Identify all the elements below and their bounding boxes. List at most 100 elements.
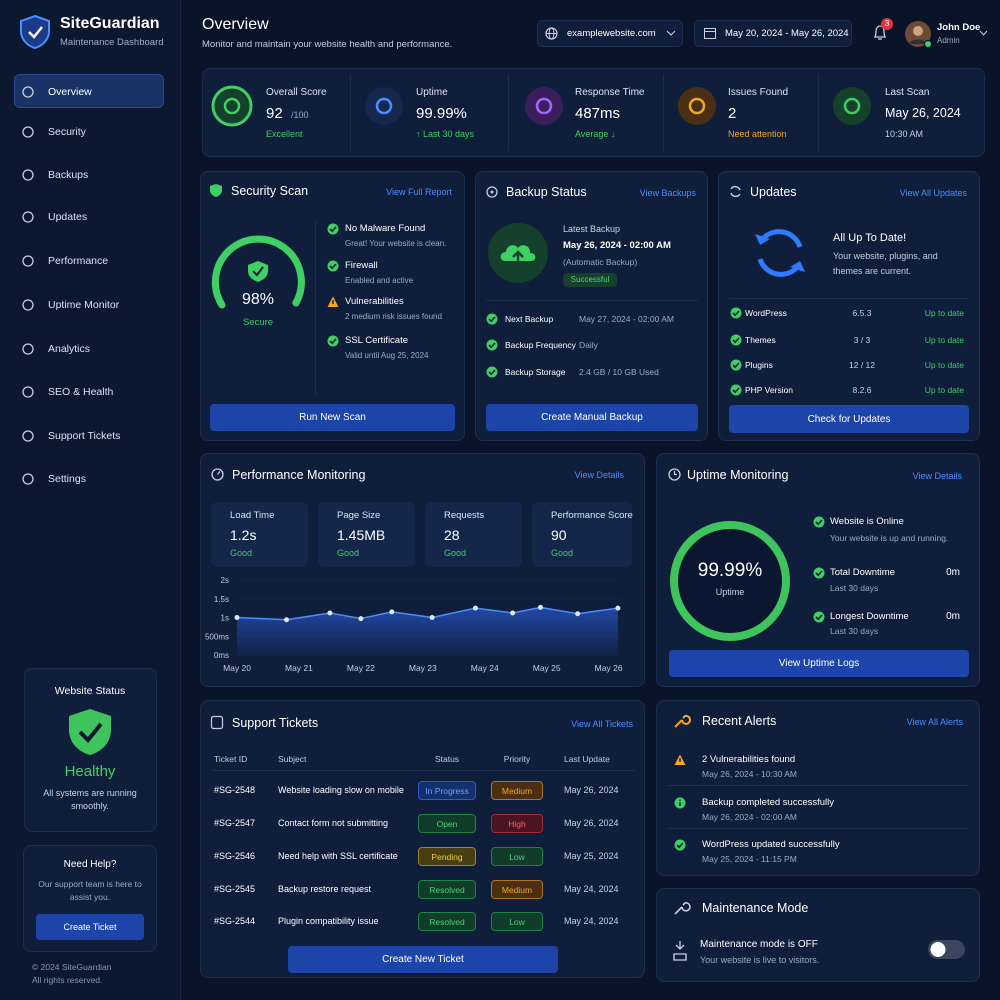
- metric-box: [425, 502, 522, 567]
- avatar[interactable]: [904, 20, 932, 48]
- row-icon: [486, 313, 498, 325]
- cloud-icon: [488, 223, 548, 283]
- nav-item[interactable]: Settings: [48, 473, 86, 485]
- nav-item[interactable]: Overview: [48, 86, 92, 98]
- y-tick-label: 500ms: [205, 632, 229, 641]
- logo: [20, 14, 50, 50]
- site-selector[interactable]: [537, 20, 683, 47]
- metric-note: Good: [551, 548, 574, 558]
- card-title: Uptime Monitoring: [687, 468, 789, 482]
- card-title: Backup Status: [506, 185, 587, 199]
- alert-icon: [674, 839, 686, 851]
- bell-icon[interactable]: [873, 25, 887, 41]
- stat-label: Overall Score: [266, 87, 327, 98]
- metric-label: Page Size: [337, 510, 381, 521]
- item-text: Great! Your website is clean.: [345, 239, 447, 248]
- link[interactable]: View Details: [912, 471, 962, 481]
- link[interactable]: View Details: [574, 470, 624, 480]
- item-title: Firewall: [345, 260, 378, 271]
- latest-date: May 26, 2024 - 02:00 AM: [563, 240, 671, 251]
- check-icon: [730, 307, 742, 319]
- x-tick-label: May 24: [471, 663, 499, 673]
- x-tick-label: May 22: [347, 663, 375, 673]
- row-value: Daily: [579, 340, 598, 350]
- help-title: Need Help?: [63, 859, 117, 870]
- x-tick-label: May 20: [223, 663, 251, 673]
- nav-item[interactable]: Performance: [48, 255, 109, 267]
- score: 98%: [241, 291, 275, 308]
- page-subtitle: Monitor and maintain your website health…: [202, 39, 453, 50]
- help-text: Our support team is here to assist you.: [38, 879, 142, 902]
- row-value: 2.4 GB / 10 GB Used: [579, 367, 659, 377]
- point: [615, 605, 621, 611]
- check-updates-button[interactable]: Check for Updates: [729, 405, 969, 433]
- stat-note: 10:30 AM: [885, 129, 924, 139]
- check-icon: [813, 516, 825, 528]
- row-label: Backup Frequency: [505, 340, 576, 350]
- link[interactable]: View All Alerts: [906, 717, 963, 727]
- ticket-date: May 26, 2024: [564, 818, 619, 828]
- card-title: Updates: [750, 185, 797, 199]
- nav-item[interactable]: Security: [48, 126, 86, 138]
- check-icon: [327, 296, 339, 307]
- nav-icon: [22, 386, 34, 398]
- create-backup-button[interactable]: Create Manual Backup: [486, 404, 698, 431]
- metric-value: 1.45MB: [337, 527, 386, 543]
- metric-note: Good: [230, 548, 253, 558]
- run-scan-button[interactable]: Run New Scan: [210, 404, 455, 431]
- ticket-date: May 26, 2024: [564, 785, 619, 795]
- metric-label: Requests: [444, 510, 485, 521]
- item-title: Website is Online: [830, 516, 904, 527]
- latest-label: Latest Backup: [563, 224, 621, 234]
- nav-item[interactable]: Uptime Monitor: [48, 299, 120, 311]
- nav-item[interactable]: Support Tickets: [48, 430, 121, 442]
- nav-icon: [22, 86, 34, 98]
- nav-item[interactable]: Backups: [48, 169, 89, 181]
- alert-icon: [674, 754, 686, 765]
- nav-item[interactable]: Analytics: [48, 343, 91, 355]
- new-ticket-button[interactable]: Create New Ticket: [288, 946, 558, 973]
- link[interactable]: View Backups: [639, 188, 696, 198]
- nav-icon: [22, 430, 34, 442]
- nav-item[interactable]: Updates: [48, 211, 88, 223]
- stat-value: 99.99%: [416, 105, 467, 122]
- create-ticket-button[interactable]: Create Ticket: [36, 914, 144, 940]
- backup-icon: [486, 186, 498, 198]
- point: [234, 615, 240, 620]
- metric-value: 1.2s: [230, 527, 257, 543]
- badge: Successful: [563, 273, 617, 287]
- backup-card: [475, 171, 708, 441]
- row-value: May 27, 2024 - 02:00 AM: [579, 314, 674, 324]
- x-tick-label: May 21: [285, 663, 313, 673]
- priority-badge: Low: [491, 912, 543, 931]
- metric-box: [318, 502, 415, 567]
- ticket-subject: Contact form not submitting: [278, 818, 389, 828]
- link[interactable]: View All Updates: [899, 188, 967, 198]
- uptime-logs-button[interactable]: View Uptime Logs: [669, 650, 969, 677]
- status-badge: Resolved: [418, 880, 476, 899]
- item-title: Longest Downtime: [830, 611, 909, 622]
- link[interactable]: View Full Report: [386, 187, 452, 197]
- stat-icon: [211, 85, 253, 127]
- stat-value: 487ms: [575, 105, 621, 122]
- divider: [668, 785, 968, 786]
- stat-unit: /100: [291, 110, 309, 120]
- wrench-icon: [674, 902, 691, 915]
- link[interactable]: View All Tickets: [571, 719, 633, 729]
- item-title: Vulnerabilities: [345, 296, 404, 307]
- date-selector[interactable]: [694, 20, 852, 47]
- nav-item[interactable]: SEO & Health: [48, 386, 114, 398]
- user-name: John Doe: [937, 22, 981, 33]
- card-title: Recent Alerts: [702, 714, 777, 728]
- metric-value: 90: [551, 527, 567, 543]
- item-value: 0m: [946, 611, 960, 622]
- toggle[interactable]: [928, 940, 966, 960]
- item-text: Enabled and active: [345, 276, 414, 285]
- point: [510, 610, 516, 616]
- updates-card: [718, 171, 980, 441]
- item-title: No Malware Found: [345, 223, 426, 234]
- check-icon: [813, 611, 825, 623]
- update-version: 3 / 3: [853, 335, 871, 345]
- metric-value: 28: [444, 527, 460, 543]
- x-tick-label: May 25: [533, 663, 561, 673]
